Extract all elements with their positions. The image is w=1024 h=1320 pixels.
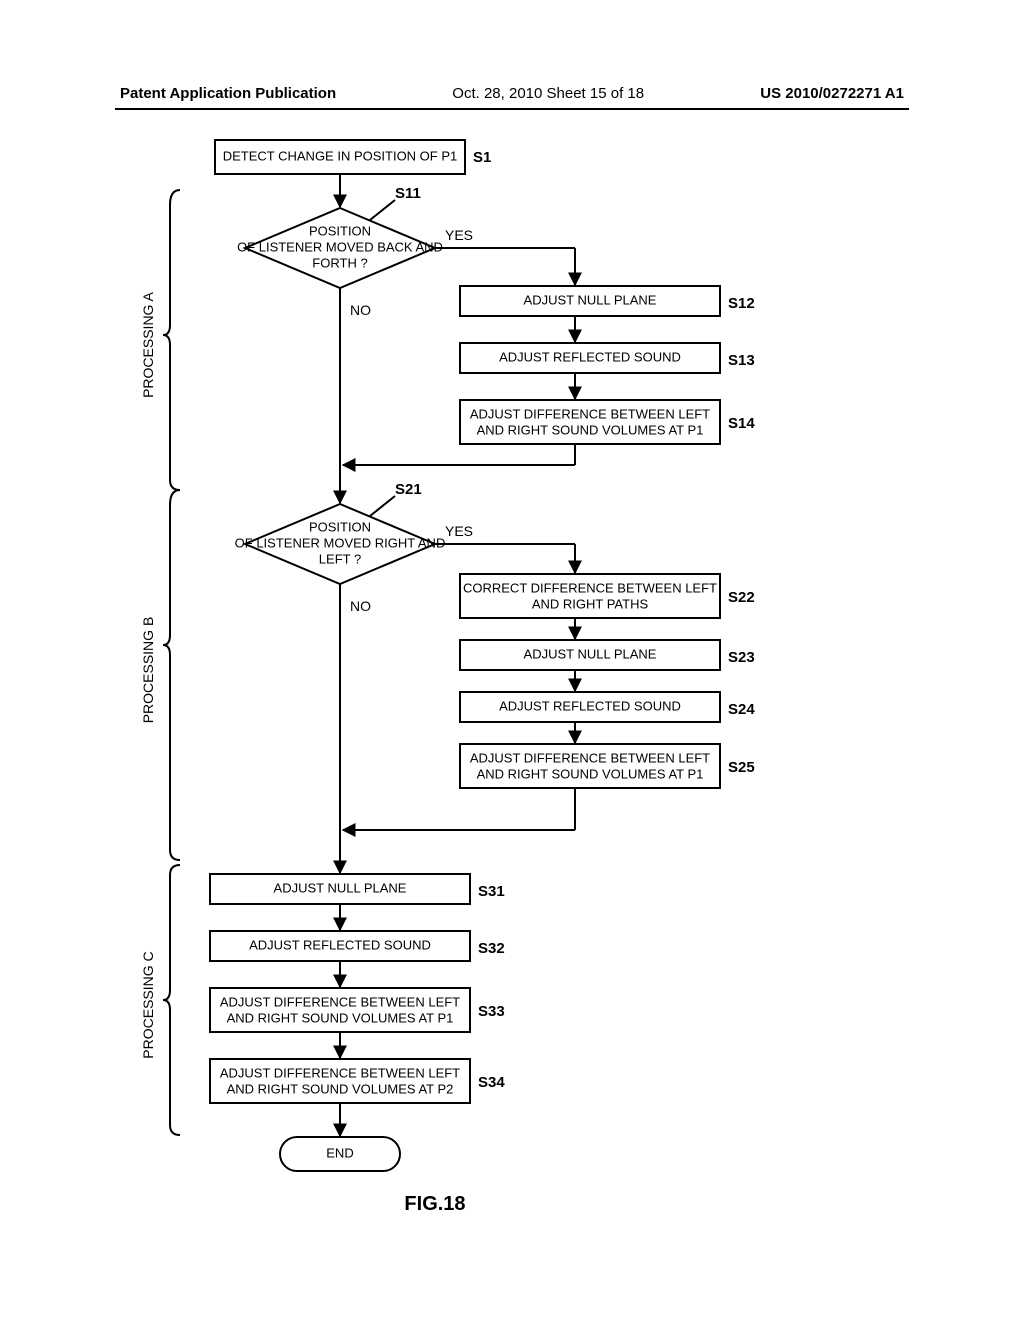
node-s22-text-1: AND RIGHT PATHS [532,596,649,611]
node-s11-label: S11 [395,185,421,202]
node-s31: ADJUST NULL PLANE S31 [210,874,505,904]
node-s23-text: ADJUST NULL PLANE [524,646,657,661]
header-left: Patent Application Publication [120,85,336,102]
node-s12: ADJUST NULL PLANE S12 [460,286,755,316]
edge-s21-no-label: NO [350,598,371,614]
node-s22-text-0: CORRECT DIFFERENCE BETWEEN LEFT [463,580,717,595]
node-s1: DETECT CHANGE IN POSITION OF P1 S1 [215,140,491,174]
node-s33: ADJUST DIFFERENCE BETWEEN LEFT AND RIGHT… [210,988,505,1032]
node-s11-text-1: OF LISTENER MOVED BACK AND [237,239,443,254]
node-s14-label: S14 [728,415,755,432]
node-s24-text: ADJUST REFLECTED SOUND [499,698,681,713]
header-center: Oct. 28, 2010 Sheet 15 of 18 [452,85,644,102]
node-s11: POSITION OF LISTENER MOVED BACK AND FORT… [237,208,443,288]
node-s11-text-2: FORTH ? [312,255,367,270]
header-rule [115,108,909,110]
section-c-label: PROCESSING C [140,951,156,1058]
node-s13-text: ADJUST REFLECTED SOUND [499,349,681,364]
node-s34: ADJUST DIFFERENCE BETWEEN LEFT AND RIGHT… [210,1059,505,1103]
s21-label-line [370,496,395,516]
node-s32-label: S32 [478,940,505,957]
section-a-bracket: PROCESSING A [140,190,180,490]
node-s33-text-0: ADJUST DIFFERENCE BETWEEN LEFT [220,994,460,1009]
node-end: END [280,1137,400,1171]
node-s24-label: S24 [728,701,755,718]
node-s1-text: DETECT CHANGE IN POSITION OF P1 [223,148,458,163]
node-s32-text: ADJUST REFLECTED SOUND [249,937,431,952]
node-s25-label: S25 [728,759,755,776]
section-b-label: PROCESSING B [140,617,156,724]
node-s32: ADJUST REFLECTED SOUND S32 [210,931,505,961]
node-s34-label: S34 [478,1074,505,1091]
node-s22: CORRECT DIFFERENCE BETWEEN LEFT AND RIGH… [460,574,755,618]
node-s31-text: ADJUST NULL PLANE [274,880,407,895]
node-s25: ADJUST DIFFERENCE BETWEEN LEFT AND RIGHT… [460,744,755,788]
edge-s11-no-label: NO [350,302,371,318]
node-s25-text-1: AND RIGHT SOUND VOLUMES AT P1 [477,766,704,781]
node-s21-text-2: LEFT ? [319,551,361,566]
node-s31-label: S31 [478,883,505,900]
node-end-text: END [326,1145,353,1160]
node-s13-label: S13 [728,352,755,369]
node-s34-text-1: AND RIGHT SOUND VOLUMES AT P2 [227,1081,454,1096]
node-s13: ADJUST REFLECTED SOUND S13 [460,343,755,373]
node-s14-text-1: AND RIGHT SOUND VOLUMES AT P1 [477,422,704,437]
s11-label-line [370,200,395,220]
page-header: Patent Application Publication Oct. 28, … [120,85,904,102]
flowchart: DETECT CHANGE IN POSITION OF P1 S1 PROCE… [85,130,885,1280]
node-s21-label: S21 [395,481,422,498]
section-b-bracket: PROCESSING B [140,490,180,860]
node-s25-text-0: ADJUST DIFFERENCE BETWEEN LEFT [470,750,710,765]
edge-s21-yes-label: YES [445,523,473,539]
node-s12-text: ADJUST NULL PLANE [524,292,657,307]
node-s33-label: S33 [478,1003,505,1020]
header-right: US 2010/0272271 A1 [760,85,904,102]
node-s1-label: S1 [473,149,491,166]
figure-label: FIG.18 [404,1193,465,1215]
section-c-bracket: PROCESSING C [140,865,180,1135]
node-s23: ADJUST NULL PLANE S23 [460,640,755,670]
edge-s11-yes-label: YES [445,227,473,243]
node-s11-text-0: POSITION [309,223,371,238]
node-s14-text-0: ADJUST DIFFERENCE BETWEEN LEFT [470,406,710,421]
node-s21: POSITION OF LISTENER MOVED RIGHT AND LEF… [235,504,446,584]
node-s12-label: S12 [728,295,755,312]
node-s21-text-0: POSITION [309,519,371,534]
node-s24: ADJUST REFLECTED SOUND S24 [460,692,755,722]
node-s22-label: S22 [728,589,755,606]
node-s21-text-1: OF LISTENER MOVED RIGHT AND [235,535,446,550]
node-s14: ADJUST DIFFERENCE BETWEEN LEFT AND RIGHT… [460,400,755,444]
section-a-label: PROCESSING A [140,291,156,397]
node-s23-label: S23 [728,649,755,666]
node-s34-text-0: ADJUST DIFFERENCE BETWEEN LEFT [220,1065,460,1080]
node-s33-text-1: AND RIGHT SOUND VOLUMES AT P1 [227,1010,454,1025]
